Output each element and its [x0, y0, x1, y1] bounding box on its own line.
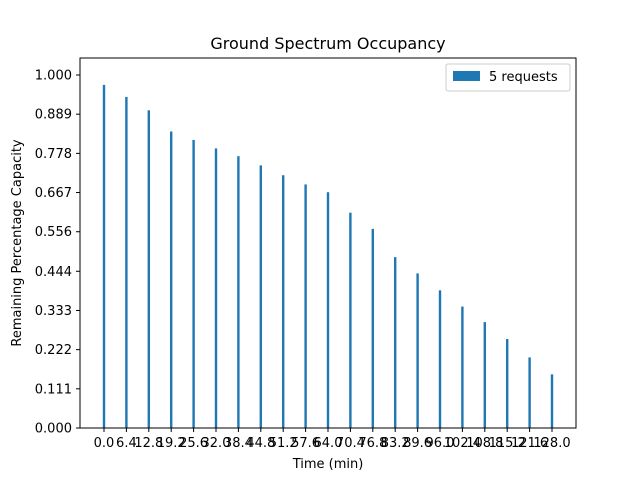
bar — [416, 273, 419, 428]
bar — [102, 84, 106, 428]
bar — [304, 184, 307, 428]
bar — [528, 357, 531, 428]
x-tick-label: 51.2 — [269, 436, 298, 451]
bar — [371, 228, 374, 428]
bar — [438, 290, 442, 428]
x-axis-label: Time (min) — [292, 457, 364, 472]
x-tick-label: 115.2 — [489, 436, 526, 451]
bar — [349, 212, 352, 428]
x-tick-label: 32.0 — [202, 436, 231, 451]
plot-area — [79, 57, 577, 429]
y-tick-label: 0.889 — [35, 108, 72, 123]
y-tick-label: 0.444 — [35, 265, 72, 280]
x-tick-label: 128.0 — [533, 436, 570, 451]
bar — [282, 175, 285, 428]
x-tick-label: 70.4 — [336, 436, 365, 451]
y-tick-label: 0.222 — [35, 343, 72, 358]
bar — [550, 374, 554, 428]
x-tick-label: 19.2 — [157, 436, 186, 451]
x-tick-label: 96.0 — [426, 436, 455, 451]
y-tick-label: 0.667 — [35, 186, 72, 201]
legend: 5 requests — [445, 63, 571, 92]
x-tick-label: 0.0 — [94, 436, 115, 451]
y-tick-label: 0.556 — [35, 225, 72, 240]
x-tick-label: 12.8 — [134, 436, 163, 451]
x-tick-label: 83.2 — [381, 436, 410, 451]
bar — [170, 131, 173, 429]
bar — [147, 110, 150, 429]
y-tick-label: 1.000 — [35, 69, 72, 84]
x-tick-label: 121.6 — [511, 436, 548, 451]
y-axis-label: Remaining Percentage Capacity — [10, 139, 25, 347]
bar — [461, 306, 464, 428]
x-tick-label: 102.4 — [444, 436, 481, 451]
bar — [214, 148, 218, 428]
x-tick-label: 64.0 — [314, 436, 343, 451]
bar — [237, 156, 240, 428]
x-axis: 0.0 6.412.819.225.632.038.444.851.257.664… — [94, 428, 571, 451]
x-tick-label: 57.6 — [291, 436, 320, 451]
bar — [483, 322, 486, 428]
bar — [192, 139, 195, 428]
bar — [326, 192, 330, 428]
x-tick-label: 76.8 — [358, 436, 387, 451]
legend-box — [445, 63, 571, 92]
x-tick-label: 25.6 — [179, 436, 208, 451]
y-tick-label: 0.111 — [35, 382, 72, 397]
legend-swatch — [453, 71, 480, 81]
x-tick-label: 38.4 — [224, 436, 253, 451]
y-tick-label: 0.778 — [35, 147, 72, 162]
legend-label: 5 requests — [489, 70, 558, 85]
y-axis: 0.000 0.111 0.222 0.333 0.444 0.556 0.667 0.778… — [35, 69, 80, 437]
bar — [506, 339, 509, 428]
y-tick-label: 0.000 — [35, 422, 72, 437]
chart-title: Ground Spectrum Occupancy — [210, 34, 445, 53]
x-tick-label: 6.4 — [116, 436, 137, 451]
bar — [259, 165, 262, 429]
x-tick-label: 108.8 — [466, 436, 503, 451]
y-tick-label: 0.333 — [35, 304, 72, 319]
x-tick-label: 89.6 — [403, 436, 432, 451]
bar — [125, 96, 128, 429]
bar — [394, 257, 397, 428]
x-tick-label: 44.8 — [246, 436, 275, 451]
